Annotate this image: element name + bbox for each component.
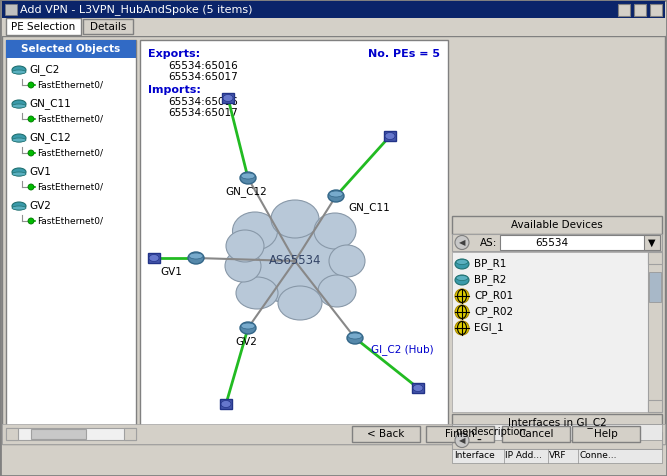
FancyBboxPatch shape <box>140 40 448 440</box>
FancyBboxPatch shape <box>220 399 232 409</box>
Ellipse shape <box>329 191 343 197</box>
Text: FastEthernet0/: FastEthernet0/ <box>37 149 103 158</box>
FancyBboxPatch shape <box>2 18 665 36</box>
Text: no description: no description <box>456 427 526 437</box>
Text: Interface: Interface <box>454 452 495 460</box>
Text: GV1: GV1 <box>29 167 51 177</box>
Ellipse shape <box>455 259 469 269</box>
Text: GV2: GV2 <box>235 337 257 347</box>
Text: GV2: GV2 <box>29 201 51 211</box>
Ellipse shape <box>413 385 423 391</box>
Circle shape <box>28 82 34 88</box>
Text: FastEthernet0/: FastEthernet0/ <box>37 217 103 226</box>
Ellipse shape <box>12 172 26 176</box>
Text: No. PEs = 5: No. PEs = 5 <box>368 49 440 59</box>
Text: PE Selection: PE Selection <box>11 21 75 31</box>
Text: Selected Objects: Selected Objects <box>21 44 121 54</box>
Ellipse shape <box>236 277 278 309</box>
FancyBboxPatch shape <box>148 253 160 263</box>
Ellipse shape <box>223 95 233 101</box>
Ellipse shape <box>189 253 203 259</box>
FancyBboxPatch shape <box>6 428 136 440</box>
Ellipse shape <box>456 276 468 280</box>
Circle shape <box>28 150 34 156</box>
Text: GN_C12: GN_C12 <box>225 187 267 198</box>
Text: ◀: ◀ <box>459 238 466 247</box>
FancyBboxPatch shape <box>648 252 662 264</box>
FancyBboxPatch shape <box>5 4 17 15</box>
Text: IP Add...: IP Add... <box>505 452 542 460</box>
FancyBboxPatch shape <box>648 252 662 412</box>
Text: Conne...: Conne... <box>579 452 616 460</box>
FancyBboxPatch shape <box>426 426 494 442</box>
FancyBboxPatch shape <box>500 235 660 250</box>
Ellipse shape <box>328 190 344 202</box>
Text: GN_C11: GN_C11 <box>29 99 71 109</box>
Ellipse shape <box>240 322 256 334</box>
Ellipse shape <box>385 132 395 139</box>
Circle shape <box>455 305 469 319</box>
FancyBboxPatch shape <box>352 426 420 442</box>
Text: Add VPN - L3VPN_HubAndSpoke (5 items): Add VPN - L3VPN_HubAndSpoke (5 items) <box>20 4 253 15</box>
Ellipse shape <box>221 400 231 407</box>
FancyBboxPatch shape <box>650 4 662 16</box>
FancyBboxPatch shape <box>452 234 662 251</box>
Text: AS65534: AS65534 <box>269 255 321 268</box>
Ellipse shape <box>329 245 365 277</box>
Text: ◀: ◀ <box>459 436 466 445</box>
Ellipse shape <box>455 275 469 285</box>
Ellipse shape <box>149 255 159 261</box>
Ellipse shape <box>12 134 26 142</box>
FancyBboxPatch shape <box>572 426 640 442</box>
FancyBboxPatch shape <box>6 40 136 58</box>
Ellipse shape <box>12 168 26 176</box>
Text: EGI_1: EGI_1 <box>474 323 504 334</box>
FancyBboxPatch shape <box>2 424 665 444</box>
Ellipse shape <box>12 66 26 74</box>
FancyBboxPatch shape <box>452 449 662 463</box>
Ellipse shape <box>12 104 26 108</box>
Text: GN_C12: GN_C12 <box>29 132 71 143</box>
Ellipse shape <box>314 213 356 249</box>
Ellipse shape <box>241 323 255 329</box>
Text: -: - <box>476 434 481 447</box>
FancyBboxPatch shape <box>452 432 662 449</box>
FancyBboxPatch shape <box>6 40 136 440</box>
Ellipse shape <box>278 286 322 320</box>
Text: Imports:: Imports: <box>148 85 201 95</box>
Text: CP_R01: CP_R01 <box>474 290 513 301</box>
FancyBboxPatch shape <box>83 19 133 34</box>
Text: CP_R02: CP_R02 <box>474 307 513 317</box>
Ellipse shape <box>240 218 350 304</box>
Text: 65534:65016: 65534:65016 <box>168 61 237 71</box>
FancyBboxPatch shape <box>2 36 665 444</box>
Ellipse shape <box>12 138 26 142</box>
Text: Details: Details <box>90 21 126 31</box>
Circle shape <box>28 184 34 190</box>
FancyBboxPatch shape <box>452 216 662 234</box>
Ellipse shape <box>12 100 26 108</box>
Ellipse shape <box>240 172 256 184</box>
Text: FastEthernet0/: FastEthernet0/ <box>37 182 103 191</box>
FancyBboxPatch shape <box>124 428 136 440</box>
Circle shape <box>455 289 469 303</box>
FancyBboxPatch shape <box>222 93 234 103</box>
Text: ▼: ▼ <box>648 238 656 248</box>
Circle shape <box>455 321 469 335</box>
Circle shape <box>455 236 469 249</box>
Text: BP_R2: BP_R2 <box>474 275 506 286</box>
FancyBboxPatch shape <box>412 383 424 393</box>
FancyBboxPatch shape <box>452 414 662 432</box>
Text: GI_C2: GI_C2 <box>29 65 59 76</box>
FancyBboxPatch shape <box>2 1 665 18</box>
FancyBboxPatch shape <box>384 131 396 141</box>
Text: GI_C2 (Hub): GI_C2 (Hub) <box>371 345 434 356</box>
Ellipse shape <box>12 70 26 74</box>
Ellipse shape <box>347 332 363 344</box>
Text: < Back: < Back <box>368 429 405 439</box>
Text: 65534:65017: 65534:65017 <box>168 108 237 118</box>
Ellipse shape <box>188 252 204 264</box>
Ellipse shape <box>12 206 26 210</box>
Text: 65534: 65534 <box>536 238 568 248</box>
